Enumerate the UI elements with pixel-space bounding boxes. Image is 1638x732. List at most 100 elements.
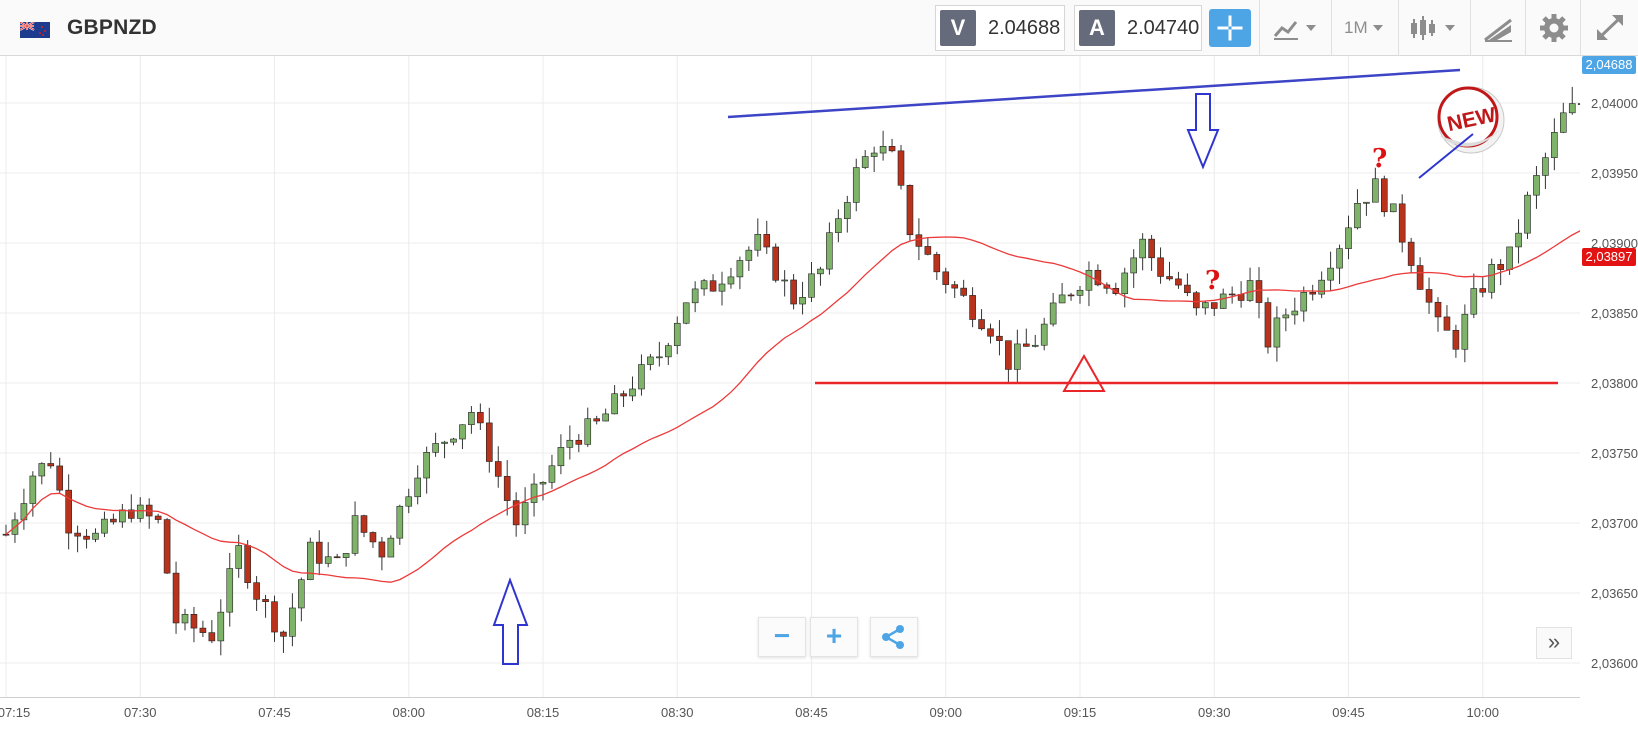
bearish-candle xyxy=(906,185,914,236)
bearish-candle xyxy=(620,393,627,397)
bullish-candle xyxy=(450,438,457,443)
bullish-candle xyxy=(754,234,762,251)
bearish-candle xyxy=(951,284,959,289)
bullish-candle xyxy=(396,505,404,539)
bullish-candle xyxy=(602,413,609,422)
share-button[interactable] xyxy=(870,617,918,657)
bearish-candle xyxy=(1416,265,1424,290)
bullish-candle xyxy=(1461,313,1469,350)
zoom-out-button[interactable]: − xyxy=(758,617,806,657)
bearish-candle xyxy=(1255,280,1263,303)
bearish-candle xyxy=(933,254,941,273)
bearish-candle xyxy=(763,234,771,248)
bearish-candle xyxy=(74,532,81,537)
line-chart-icon xyxy=(1273,21,1316,40)
bullish-candle xyxy=(38,463,46,477)
bullish-candle xyxy=(539,482,547,485)
bullish-candle xyxy=(611,393,618,415)
bearish-candle xyxy=(360,515,368,533)
price-tick-label: 2,03950 xyxy=(1591,166,1638,181)
bullish-candle xyxy=(1014,343,1021,370)
bullish-candle xyxy=(1219,293,1227,309)
bullish-candle xyxy=(226,568,234,613)
candle-style-button[interactable] xyxy=(1398,0,1470,56)
bearish-candle xyxy=(1228,293,1236,296)
bullish-candle xyxy=(799,296,806,305)
bullish-candle xyxy=(781,279,788,282)
expand-icon xyxy=(1596,14,1624,41)
last-price-tag: 2,03897 xyxy=(1582,248,1636,266)
bullish-candle xyxy=(1551,132,1558,158)
bearish-candle xyxy=(1112,288,1120,294)
bullish-candle xyxy=(629,388,636,397)
bearish-candle xyxy=(485,422,493,462)
bullish-candle xyxy=(423,452,430,479)
timeframe-dropdown[interactable]: 1M xyxy=(1331,0,1398,56)
bullish-candle xyxy=(119,509,126,523)
chart-type-button[interactable] xyxy=(1259,0,1331,56)
bearish-candle xyxy=(969,295,976,320)
time-tick-label: 08:30 xyxy=(660,705,694,720)
ask-price-box[interactable]: A 2.04740 xyxy=(1074,5,1202,51)
bullish-candle xyxy=(342,553,350,558)
bullish-candle xyxy=(235,545,242,569)
bearish-candle xyxy=(208,632,216,642)
bullish-candle xyxy=(29,475,37,504)
bullish-candle xyxy=(548,465,556,483)
bullish-candle xyxy=(1058,294,1066,304)
bullish-candle xyxy=(441,441,448,444)
bullish-candle xyxy=(1040,323,1048,346)
price-tick-label: 2,03700 xyxy=(1591,516,1638,531)
bullish-candle xyxy=(843,202,851,219)
price-tick-label: 2,03750 xyxy=(1591,446,1638,461)
bullish-candle xyxy=(1363,201,1370,204)
sticker-pointer-line xyxy=(1418,133,1474,179)
bid-label: V xyxy=(940,10,976,46)
scroll-to-latest-button[interactable]: » xyxy=(1536,627,1572,659)
crosshair-button[interactable] xyxy=(1209,9,1251,47)
bearish-candle xyxy=(1309,292,1316,295)
bearish-candle xyxy=(512,500,520,526)
bullish-candle xyxy=(1568,103,1576,114)
down-arrow-annotation xyxy=(1186,93,1220,170)
drawing-tools-button[interactable] xyxy=(1470,0,1525,56)
time-tick-label: 07:45 xyxy=(258,705,291,720)
time-tick-label: 10:00 xyxy=(1466,705,1500,720)
bearish-candle xyxy=(1398,203,1406,243)
bearish-candle xyxy=(1148,238,1155,259)
bearish-candle xyxy=(987,328,994,337)
question-mark-annotation: ? xyxy=(1205,266,1220,296)
bullish-candle xyxy=(1560,112,1567,133)
zoom-in-button[interactable]: + xyxy=(810,617,858,657)
settings-button[interactable] xyxy=(1525,0,1580,56)
fullscreen-button[interactable] xyxy=(1580,0,1638,56)
time-tick-label: 08:15 xyxy=(526,705,560,720)
bearish-candle xyxy=(1425,289,1433,303)
bullish-candle xyxy=(298,579,305,609)
bullish-candle xyxy=(387,537,395,558)
symbol-title[interactable]: GBPNZD xyxy=(67,16,157,39)
time-tick-label: 07:15 xyxy=(0,705,31,720)
bullish-candle xyxy=(1139,238,1146,259)
bullish-candle xyxy=(557,447,565,467)
time-tick-label: 09:45 xyxy=(1332,705,1365,720)
price-chart[interactable]: ??NEW xyxy=(0,56,1580,708)
price-tick-label: 2,03650 xyxy=(1591,586,1638,601)
bullish-candle xyxy=(1282,314,1290,319)
bearish-candle xyxy=(1175,278,1182,286)
bearish-candle xyxy=(772,246,780,281)
bullish-candle xyxy=(826,232,833,270)
bullish-candle xyxy=(521,502,529,526)
bearish-candle xyxy=(1443,316,1451,331)
bearish-candle xyxy=(709,280,717,292)
up-arrow-annotation xyxy=(492,577,529,665)
bullish-candle xyxy=(673,322,681,346)
current-bid-tag: 2,04688 xyxy=(1582,56,1636,74)
bid-price-box[interactable]: V 2.04688 xyxy=(935,5,1065,51)
bearish-candle xyxy=(315,541,323,564)
bullish-candle xyxy=(1354,203,1361,229)
bearish-candle xyxy=(978,319,985,330)
bearish-candle xyxy=(960,287,967,296)
bearish-candle xyxy=(1166,276,1173,280)
time-tick-label: 09:00 xyxy=(929,705,963,720)
